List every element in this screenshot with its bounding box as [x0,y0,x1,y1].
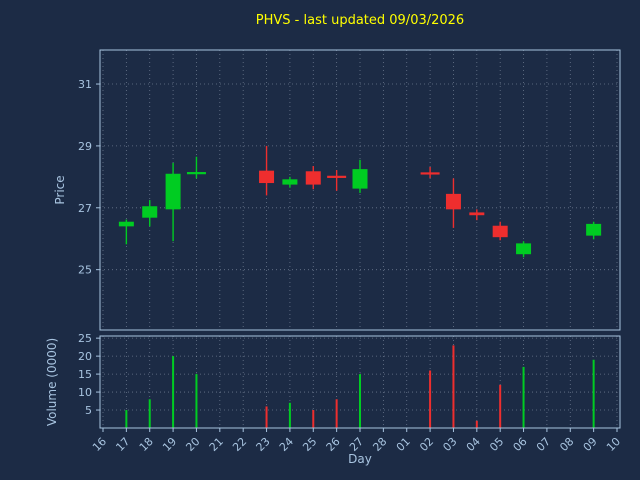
candle-body [165,173,181,210]
price-tick-label: 29 [78,140,92,153]
price-tick-label: 27 [78,202,92,215]
candle-body [469,212,485,216]
volume-tick-label: 5 [85,404,92,417]
candle-body [186,172,206,175]
day-tick-label: 28 [370,435,389,454]
day-tick-label: 25 [300,435,319,454]
day-tick-label: 17 [113,435,132,454]
day-tick-label: 08 [557,435,576,454]
day-tick-label: 22 [230,435,249,454]
volume-tick-label: 20 [78,350,92,363]
day-tick-label: 01 [394,435,413,454]
volume-tick-label: 10 [78,386,92,399]
candle-body [420,172,440,175]
day-tick-label: 02 [417,435,436,454]
candle-body [445,193,461,210]
day-tick-label: 16 [90,435,109,454]
day-tick-label: 21 [207,435,226,454]
candle-body [516,243,532,255]
price-tick-label: 25 [78,264,92,277]
day-tick-label: 27 [347,435,366,454]
candle-body [118,221,134,227]
candle-body [259,170,275,184]
candle-body [142,206,158,218]
panel-spine [99,49,621,331]
volume-tick-label: 15 [78,368,92,381]
day-tick-label: 20 [183,435,202,454]
x-axis-label: Day [348,452,372,466]
candle-body [327,175,347,178]
candle-body [492,225,508,238]
candle-body [352,169,368,189]
day-tick-label: 26 [324,435,343,454]
day-tick-label: 10 [604,435,623,454]
day-tick-label: 24 [277,435,296,454]
day-tick-label: 04 [464,435,483,454]
price-tick-label: 31 [78,78,92,91]
day-tick-label: 23 [254,435,273,454]
day-tick-label: 18 [137,435,156,454]
candle-body [282,179,298,185]
day-tick-label: 05 [487,435,506,454]
candle-body [305,171,321,185]
candle-body [586,223,602,236]
day-tick-label: 03 [440,435,459,454]
day-tick-label: 09 [581,435,600,454]
day-tick-label: 19 [160,435,179,454]
volume-tick-label: 25 [78,332,92,345]
day-tick-label: 06 [511,435,530,454]
chart-title: PHVS - last updated 09/03/2026 [255,13,465,28]
day-tick-label: 07 [534,435,553,454]
